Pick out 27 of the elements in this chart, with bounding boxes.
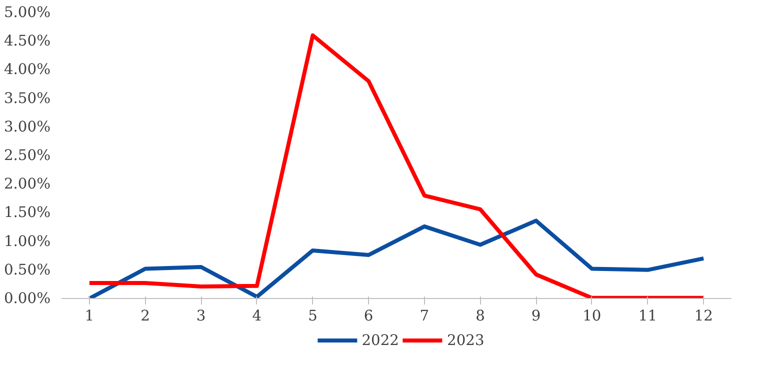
x-tick-label: 1 — [84, 308, 94, 324]
x-tick-label: 2 — [140, 308, 150, 324]
y-tick-label: 5.00% — [4, 4, 51, 21]
x-tick-label: 3 — [196, 308, 206, 324]
legend-label: 2022 — [362, 332, 399, 348]
x-tick-label: 5 — [308, 308, 318, 324]
y-tick-label: 0.00% — [4, 290, 51, 307]
y-tick-label: 1.50% — [4, 204, 51, 222]
line-series — [87, 33, 706, 298]
y-tick-label: 4.00% — [4, 61, 51, 78]
x-tick-label: 11 — [638, 308, 658, 324]
x-tick-label: 12 — [694, 308, 713, 324]
x-tick-label: 4 — [252, 308, 262, 324]
y-tick-label: 3.50% — [4, 90, 51, 107]
y-tick-label: 2.00% — [4, 176, 51, 193]
y-tick-label: 2.50% — [4, 147, 51, 164]
legend-label: 2023 — [447, 332, 484, 348]
y-tick-label: 0.50% — [4, 261, 51, 278]
line-series — [87, 218, 706, 298]
y-tick-label: 3.00% — [4, 118, 51, 136]
y-tick-label: 1.00% — [4, 232, 51, 250]
x-tick-label: 8 — [476, 308, 485, 324]
y-tick-label: 4.50% — [4, 32, 51, 50]
x-tick-label: 6 — [364, 308, 374, 324]
x-tick-label: 10 — [582, 308, 602, 324]
x-tick-label: 9 — [531, 308, 541, 324]
x-tick-label: 7 — [420, 308, 430, 324]
